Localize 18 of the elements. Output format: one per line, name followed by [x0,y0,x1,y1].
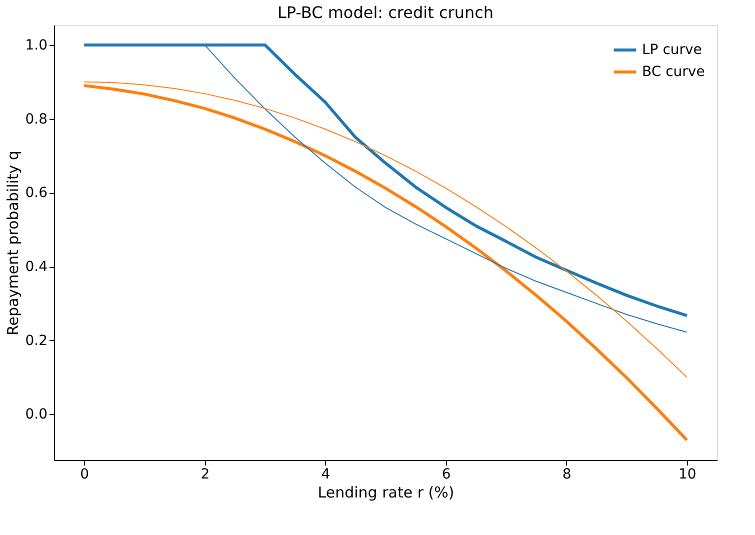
x-axis-title: Lending rate r (%) [318,484,454,502]
x-tick-label: 8 [562,466,572,482]
y-axis-title: Repayment probability q [4,150,22,336]
x-tick-label: 2 [200,466,210,482]
y-tick-label: 0.8 [25,111,48,128]
x-tick-label: 0 [80,466,90,482]
legend-label: BC curve [642,64,705,80]
line-series [82,84,688,442]
y-tick-label: 0.2 [25,332,48,349]
y-tick-label: 0.6 [25,185,48,202]
legend-label: LP curve [642,42,702,58]
chart-title: LP-BC model: credit crunch [277,3,494,22]
x-tick-label: 4 [321,466,330,482]
x-tick-label: 6 [442,466,451,482]
y-tick-label: 1.0 [25,37,48,54]
y-tick-label: 0.0 [25,406,48,423]
y-tick-label: 0.4 [25,259,48,276]
x-tick-label: 10 [678,466,696,482]
